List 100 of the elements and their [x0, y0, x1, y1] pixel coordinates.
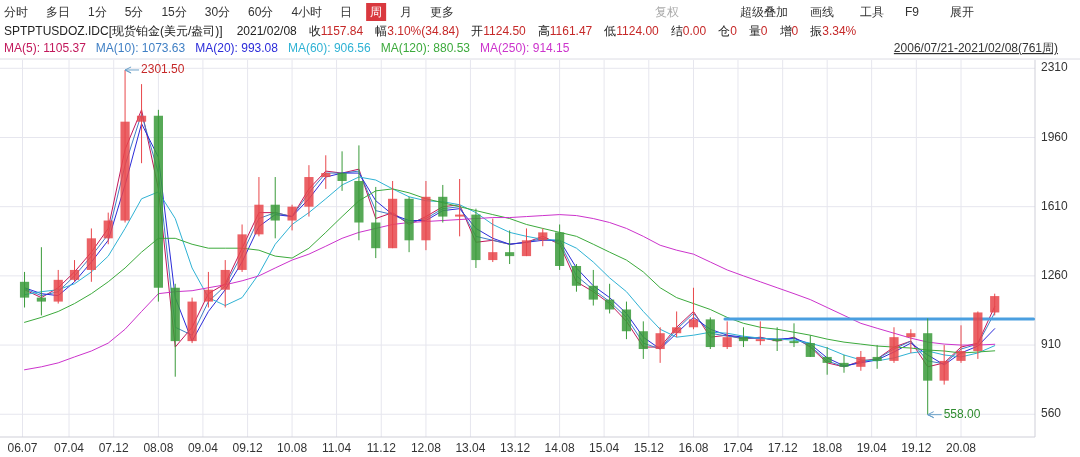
candlestick [621, 301, 632, 340]
candlestick [588, 269, 598, 307]
candlestick [69, 259, 80, 283]
text: MA(250): 914.15 [480, 41, 570, 55]
text: 开1124.50 [471, 24, 527, 38]
y-tick-label: 1260 [1041, 268, 1069, 283]
text: 月 [400, 5, 413, 19]
text: 2006/07/21-2021/02/08(761周) [893, 41, 1058, 55]
text: 结0.00 [670, 24, 707, 38]
candlestick [220, 259, 230, 309]
text: F9 [905, 5, 920, 19]
text: 工具 [860, 5, 884, 19]
y-tick-label: 1960 [1041, 129, 1069, 144]
x-tick-label: 07.12 [98, 441, 130, 455]
text: 更多 [430, 5, 455, 19]
text: MA(10): 1073.63 [95, 41, 186, 55]
candlestick [688, 287, 699, 330]
x-tick-label: 17.04 [722, 441, 754, 455]
text: 4小时 [291, 5, 323, 19]
text: 增0 [778, 24, 799, 38]
text: 日 [340, 5, 353, 19]
candlestick [755, 320, 765, 346]
annotation: 558.00 [943, 406, 981, 421]
candlestick [939, 344, 949, 386]
text: MA(120): 880.53 [380, 41, 471, 55]
candlestick [438, 184, 448, 223]
candlestick [872, 344, 882, 370]
y-tick-label: 910 [1041, 337, 1062, 352]
x-tick-label: 17.12 [767, 441, 798, 455]
text: MA(5): 1105.37 [4, 41, 87, 55]
candlestick [906, 328, 916, 354]
x-tick-label: 08.08 [143, 441, 174, 455]
x-tick-label: 14.08 [544, 441, 575, 455]
x-tick-label: 15.12 [633, 441, 665, 455]
candlestick [270, 176, 280, 239]
annotation: 2301.50 [141, 62, 185, 77]
text: 15分 [161, 5, 187, 19]
text: 60分 [248, 5, 274, 19]
candlestick [772, 326, 782, 352]
text: 1分 [88, 5, 107, 19]
candlestick [805, 334, 815, 358]
text: 分时 [4, 5, 28, 19]
candlestick [990, 293, 1000, 316]
text: 振3.34% [810, 24, 857, 38]
text: 仓0 [718, 24, 738, 38]
text: 30分 [204, 5, 231, 19]
x-tick-label: 13.12 [500, 441, 531, 455]
text: 周 [370, 5, 383, 19]
text: 超级叠加 [740, 5, 788, 19]
chart-title: SPTPTUSDOZ.IDC[现货铂金(美元/盎司)] [4, 24, 223, 38]
candlestick [638, 320, 648, 360]
x-tick-label: 11.04 [322, 441, 352, 455]
text: 幅3.10%(34.84) [375, 24, 460, 38]
candlestick [287, 204, 297, 231]
candlestick [789, 322, 799, 348]
text: 量0 [748, 24, 768, 38]
y-tick-label: 2310 [1041, 60, 1069, 75]
candlestick [571, 263, 582, 293]
candlestick [956, 324, 966, 364]
text: 多日 [46, 5, 70, 19]
candlestick [36, 246, 46, 316]
candlestick [103, 212, 113, 245]
text: 高1161.47 [537, 24, 593, 38]
x-tick-label: 09.12 [232, 441, 263, 455]
x-tick-label: 16.08 [678, 441, 709, 455]
candlestick [655, 326, 665, 364]
candlestick [889, 326, 899, 364]
candlestick [822, 346, 832, 376]
x-tick-label: 06.07 [7, 441, 38, 455]
text: 2021/02/08 [236, 24, 298, 38]
x-tick-label: 12.08 [410, 441, 442, 455]
x-tick-label: 19.04 [856, 441, 887, 455]
x-tick-label: 07.04 [54, 441, 85, 455]
text: MA(20): 993.08 [195, 41, 279, 55]
candlestick [455, 178, 465, 237]
x-tick-label: 09.04 [187, 441, 219, 455]
candlestick [136, 83, 147, 164]
x-tick-label: 13.04 [455, 441, 486, 455]
text: 收1157.84 [308, 24, 364, 38]
candlestick [839, 354, 849, 374]
candlestick [203, 271, 213, 309]
x-tick-label: 20.08 [946, 441, 977, 455]
text: 复权 [655, 5, 679, 19]
candlestick [856, 350, 866, 372]
candlestick [722, 320, 732, 350]
candlestick [321, 154, 331, 190]
x-tick-label: 19.12 [901, 441, 932, 455]
candlestick [19, 271, 30, 309]
line-series [24, 214, 996, 371]
candlestick [488, 218, 498, 263]
x-tick-label: 18.08 [812, 441, 843, 455]
candlestick [672, 310, 682, 338]
text: 展开 [950, 5, 974, 19]
candlestick [505, 229, 515, 265]
text: 画线 [810, 5, 834, 19]
candlestick [738, 326, 749, 348]
text: MA(60): 906.56 [287, 41, 371, 55]
x-tick-label: 10.08 [277, 441, 308, 455]
candlestick [521, 227, 532, 257]
candlestick [53, 269, 63, 305]
